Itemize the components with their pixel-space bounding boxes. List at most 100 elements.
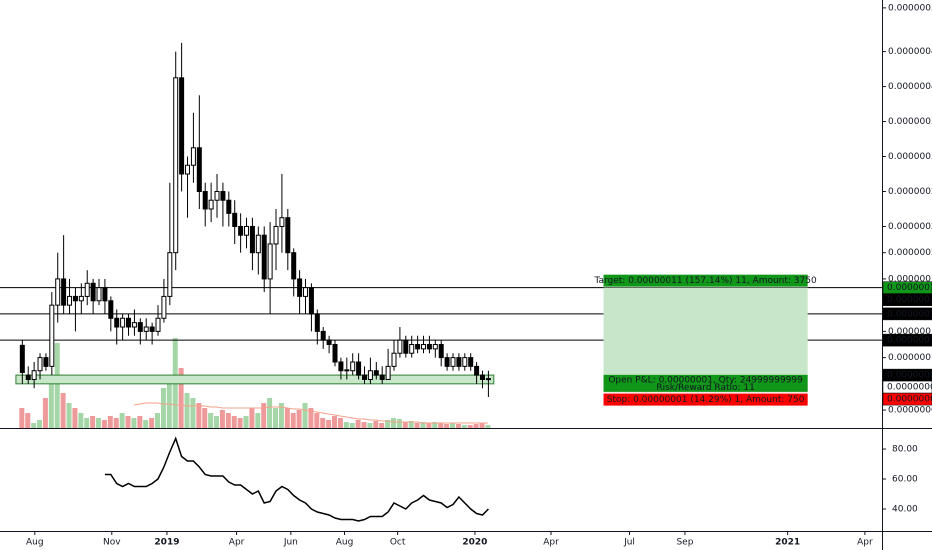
candle-body [72,295,78,302]
candle-body [285,217,291,254]
candle-body [161,295,167,319]
volume-bar [273,408,279,428]
candle-body [297,278,303,297]
volume-bar [249,408,255,428]
volume-bar [90,416,96,428]
stop-label-box [603,393,808,406]
volume-bar [19,408,25,428]
volume-bar [225,413,231,428]
candle-body [49,304,55,367]
candle-body [108,300,114,319]
volume-bar [37,420,43,428]
candle-body [208,199,214,210]
volume-bar [314,413,320,428]
y-tick-label: 0.00000041 [888,82,932,92]
candle-body [131,322,137,328]
volume-bar [84,418,90,428]
y-tick-label: 0.00000022 [888,248,932,258]
volume-bar [25,413,31,428]
support-zone [15,374,495,385]
candle-body [409,343,415,354]
volume-bar [337,418,343,428]
candle-body [261,234,267,280]
volume-bar [326,420,332,428]
candle-body [480,374,486,380]
candle-body [126,317,132,328]
candle-body [185,164,191,175]
volume-bar [290,413,296,428]
x-tick-label: Sep [676,538,693,548]
volume-bar [379,423,385,428]
candle-body [190,147,196,166]
volume-bar [237,418,243,428]
price-tag-label: 0.00000012 [887,336,932,346]
y-tick-label: 0.00000045 [888,47,932,57]
volume-bar [278,403,284,428]
price-tag [882,392,932,406]
candle-body [37,357,43,372]
volume-bar [302,403,308,428]
candle-body [19,344,25,373]
candle-body [167,252,173,297]
y-tick-label: 0.00000050 [888,3,932,13]
volume-bar [349,423,355,428]
candle-body [373,370,379,376]
candle-body [214,190,220,201]
candle-body [232,212,238,227]
candle-body [350,361,356,372]
candle-body [179,77,185,175]
volume-bar [78,413,84,428]
volume-bar [367,423,373,428]
candle-body [226,199,232,214]
candle-body [356,361,362,376]
volume-bar [96,418,102,428]
x-tick-label: 2021 [775,538,800,548]
candle-body [202,190,208,210]
candle-body [267,243,273,280]
candle-body [137,322,143,332]
volume-bar [137,416,143,428]
candle-body [456,357,462,367]
stop-label: Stop: 0.00000001 (14.29%) 1, Amount: 750 [607,395,805,405]
candle-body [61,278,67,306]
candle-body [415,343,421,350]
x-tick-label: Apr [543,538,559,548]
candle-body [308,287,314,315]
volume-bar [219,410,225,428]
volume-bar [60,393,66,428]
x-tick-label: Nov [103,538,121,548]
volume-bar [402,422,408,428]
volume-bar [101,420,107,428]
candle-body [249,225,255,254]
volume-bar [196,403,202,428]
volume-bar [214,416,220,428]
y-tick-label: 0.00000025 [888,222,932,232]
candle-body [255,234,261,254]
volume-bar [438,423,444,428]
candle-body [31,370,37,380]
candle-body [90,282,96,302]
volume-bar [66,403,72,428]
volume-bar [485,425,491,428]
volume-bar [243,416,249,428]
volume-bar [190,398,196,428]
price-tag-label: 0.00000006 [887,395,932,405]
candle-body [291,252,297,280]
y-tick-label: 0.00000010 [888,353,932,363]
price-tag-label: 0.00000018 [887,295,932,305]
candle-body [326,339,332,345]
candle-body [367,370,373,380]
volume-bar [42,398,48,428]
volume-bar [343,422,349,428]
candle-body [332,343,338,363]
candle-body [120,317,126,328]
volume-bar [48,378,54,428]
candle-body [432,343,438,350]
indicator-line [104,436,489,522]
volume-bar [113,418,119,428]
volume-bar [385,420,391,428]
volume-bar [231,416,237,428]
price-tag-label: 0.00000018 [887,283,932,293]
volume-bar [107,416,113,428]
candle-body [344,369,350,372]
